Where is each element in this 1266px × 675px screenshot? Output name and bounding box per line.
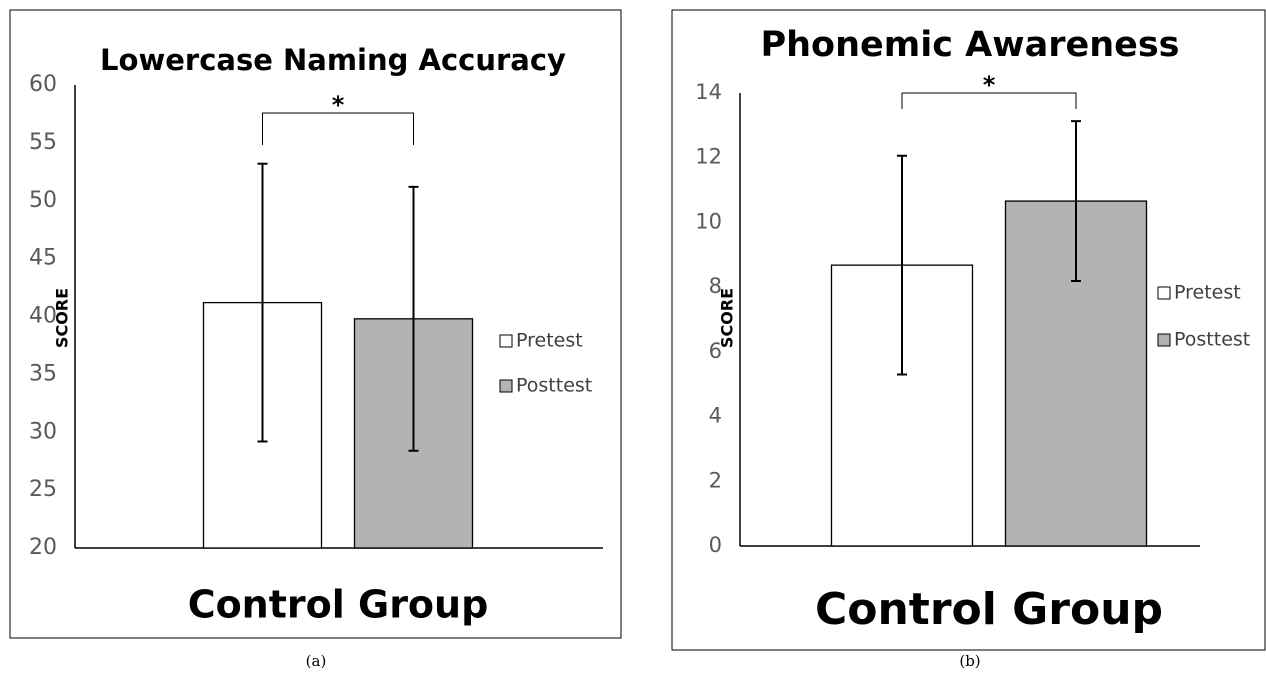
y-tick-label: 6 [709,339,722,363]
y-tick-label: 10 [695,209,722,233]
legend-swatch [499,379,513,393]
frame-a [9,9,622,639]
caption: (a) [306,652,327,670]
caption: (b) [959,652,980,670]
legend-label: Pretest [1174,282,1241,304]
y-axis-label: SCORE [718,288,737,348]
y-tick-label: 60 [29,72,57,97]
y-tick-label: 14 [695,80,722,104]
legend-swatch [1157,333,1171,347]
chart-title: Phonemic Awareness [760,25,1179,65]
legend-label: Pretest [516,330,583,352]
y-tick-label: 8 [709,274,722,298]
legend-swatch [1157,286,1171,300]
annotation: * [983,71,996,99]
frame-b [671,9,1266,651]
y-tick-label: 0 [709,533,722,557]
legend-label: Posttest [516,375,592,397]
x-tick-label: Control Group [188,583,489,627]
y-tick-label: 55 [29,130,57,155]
y-tick-label: 2 [709,468,722,492]
y-tick-label: 50 [29,188,57,213]
annotation: * [332,91,345,119]
legend-swatch [499,334,513,348]
y-tick-label: 12 [695,145,722,169]
legend-label: Posttest [1174,329,1250,351]
chart-title: Lowercase Naming Accuracy [100,43,566,77]
y-tick-label: 40 [29,304,57,329]
y-tick-label: 25 [29,477,57,502]
significance-bracket [901,92,1077,109]
y-tick-label: 45 [29,246,57,271]
y-tick-label: 35 [29,361,57,386]
y-tick-label: 4 [709,404,722,428]
y-axis-label: SCORE [53,288,72,348]
y-tick-label: 20 [29,535,57,560]
significance-bracket [262,112,414,145]
y-tick-label: 30 [29,419,57,444]
x-tick-label: Control Group [815,584,1163,635]
